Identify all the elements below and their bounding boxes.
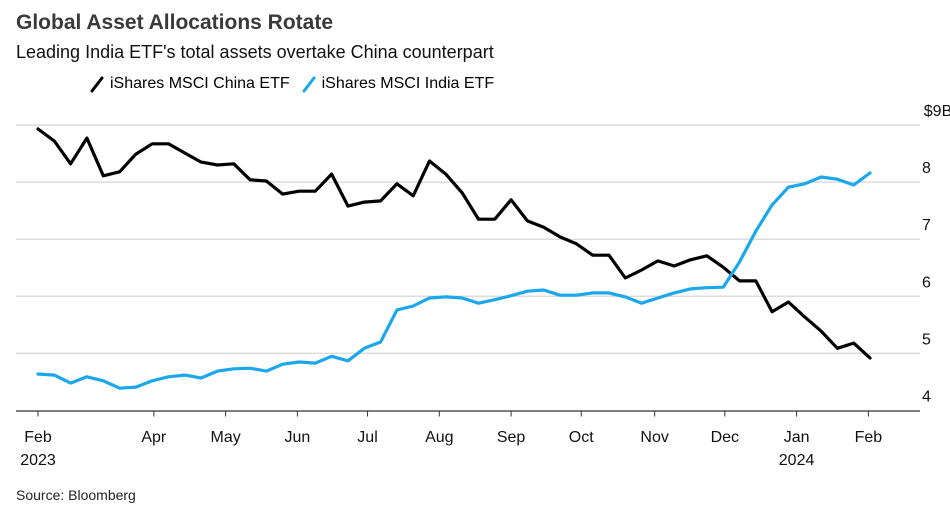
chart-title: Global Asset Allocations Rotate	[16, 11, 333, 34]
x-tick-label: Feb	[24, 429, 52, 446]
legend: iShares MSCI China ETF iShares MSCI Indi…	[90, 75, 506, 93]
y-tick-label: 6	[922, 274, 931, 291]
x-tick-label: Feb	[855, 429, 883, 446]
x-tick-label: Nov	[640, 429, 668, 446]
legend-item-china: iShares MSCI China ETF	[90, 75, 290, 93]
y-tick-label: $9B	[924, 103, 950, 120]
x-tick-label: Oct	[569, 429, 594, 446]
x-tick-label: Sep	[497, 429, 526, 446]
y-tick-label: 8	[922, 160, 931, 177]
x-tick-label: May	[210, 429, 240, 446]
series-line-india	[36, 171, 872, 390]
x-tick-year-label: 2024	[779, 452, 815, 469]
x-tick-label: Jan	[784, 429, 810, 446]
legend-item-india: iShares MSCI India ETF	[302, 75, 495, 93]
legend-swatch-india	[302, 76, 316, 93]
x-tick-label: Jul	[357, 429, 377, 446]
series-line-china	[36, 127, 872, 360]
x-tick-year-label: 2023	[20, 452, 56, 469]
legend-label-india: iShares MSCI India ETF	[321, 75, 495, 92]
x-tick-label: Jun	[284, 429, 310, 446]
x-tick-label: Apr	[141, 429, 167, 446]
y-tick-label: 5	[922, 331, 931, 348]
legend-swatch-china	[90, 76, 104, 93]
x-tick-label: Dec	[711, 429, 739, 446]
source-note: Source: Bloomberg	[16, 487, 136, 503]
chart-subtitle: Leading India ETF's total assets overtak…	[16, 42, 494, 62]
y-tick-label: 7	[922, 217, 931, 234]
legend-label-china: iShares MSCI China ETF	[110, 75, 290, 92]
x-tick-label: Aug	[425, 429, 453, 446]
y-tick-label: 4	[922, 389, 931, 406]
